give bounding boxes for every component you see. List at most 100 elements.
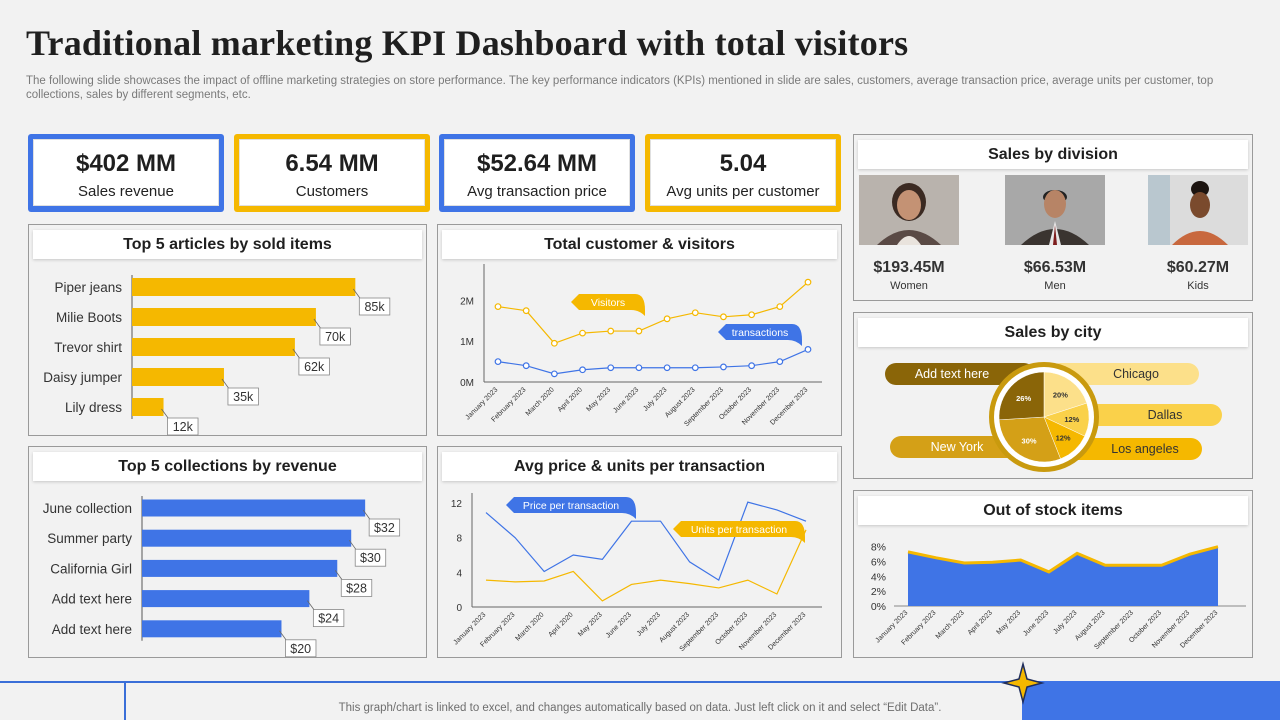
kids-photo-image <box>1148 175 1248 245</box>
data-point <box>607 364 615 372</box>
collections-chart: June collection $32 Summer party $30 Califor… <box>43 496 401 658</box>
articles-chart: Piper jeans 85k Milie Boots 70k Trevor shirt… <box>43 275 391 436</box>
city-label: Los angeles <box>1111 442 1178 456</box>
city-label: Dallas <box>1148 408 1183 422</box>
y-tick-label: 2% <box>871 586 886 598</box>
kpi-sales-revenue[interactable]: $402 MM Sales revenue <box>28 134 224 212</box>
x-tick-label: April 2020 <box>547 611 574 638</box>
category-label: Milie Boots <box>56 310 122 325</box>
area-top-line <box>907 545 1219 574</box>
data-label-box <box>340 578 373 597</box>
area-fill <box>908 546 1218 606</box>
slice-value-label: 20% <box>1053 390 1068 399</box>
kpi-card: $52.64 MM Avg transaction price <box>444 139 630 206</box>
data-point <box>691 309 699 317</box>
star-icon <box>1001 661 1045 705</box>
city-label: New York <box>931 440 985 454</box>
data-point <box>550 339 558 347</box>
kpi-avg-units[interactable]: 5.04 Avg units per customer <box>645 134 841 212</box>
series-tag-label: Units per transaction <box>691 524 787 536</box>
data-label: $20 <box>290 642 311 656</box>
data-label-box <box>354 548 387 567</box>
page-title: Traditional marketing KPI Dashboard with… <box>26 23 909 63</box>
city-chart: Chicago Dallas Los angeles New York Add text… <box>885 362 1222 472</box>
x-tick-label: July 2023 <box>1052 609 1078 635</box>
x-tick-label: March 2023 <box>935 609 966 640</box>
kpi-customers[interactable]: 6.54 MM Customers <box>234 134 430 212</box>
footer-divider <box>124 682 126 720</box>
y-tick-label: 4 <box>456 568 462 579</box>
bar <box>142 620 282 638</box>
category-label: California Girl <box>50 561 132 576</box>
series-tag: Units per transaction <box>673 521 805 543</box>
men-label: Men <box>1044 280 1066 292</box>
data-label-box <box>319 327 351 346</box>
kpi-value: $52.64 MM <box>476 150 598 177</box>
data-point <box>748 362 756 370</box>
series-line <box>485 529 807 602</box>
city-label: Chicago <box>1113 367 1159 381</box>
pie-slice <box>1043 371 1088 418</box>
city-pill <box>1064 438 1202 460</box>
x-tick-label: June 2023 <box>605 611 633 639</box>
category-label: June collection <box>43 501 132 516</box>
bar <box>142 499 366 517</box>
y-tick-label: 0M <box>460 378 474 389</box>
data-point <box>579 366 586 374</box>
city-pill <box>1049 363 1199 385</box>
y-tick-label: 4% <box>871 571 886 583</box>
data-point <box>804 345 812 353</box>
kpi-value: 5.04 <box>719 150 767 177</box>
kpi-label: Customers <box>295 183 369 200</box>
visitors-panel: Total customer & visitors 0M 1M 2M January … <box>437 224 842 436</box>
articles-panel: Top 5 articles by sold items Piper jeans… <box>28 224 427 436</box>
kids-sales-value: $60.27M <box>1166 259 1230 276</box>
series-tag-label: transactions <box>732 327 789 339</box>
collections-panel: Top 5 collections by revenue June collec… <box>28 446 427 658</box>
kpi-avg-transaction-price[interactable]: $52.64 MM Avg transaction price <box>439 134 635 212</box>
data-label-box <box>368 518 401 537</box>
data-label-box <box>167 417 199 436</box>
data-label-box <box>298 357 330 376</box>
series-tag: Visitors <box>571 294 645 316</box>
x-tick-label: May 2023 <box>585 386 612 413</box>
kpi-card: 5.04 Avg units per customer <box>650 139 836 206</box>
bar <box>132 398 164 416</box>
x-tick-label: May 2023 <box>995 609 1022 636</box>
y-tick-label: 12 <box>451 499 463 510</box>
x-tick-label: June 2023 <box>1022 609 1050 637</box>
data-label: 35k <box>233 390 254 404</box>
women-photo <box>859 175 959 245</box>
bar <box>132 368 224 386</box>
data-point <box>663 315 671 323</box>
data-point <box>522 362 530 370</box>
data-label-box <box>358 297 391 316</box>
y-tick-label: 8 <box>456 534 462 545</box>
kpi-value: $402 MM <box>75 150 177 177</box>
data-point <box>522 307 530 315</box>
data-point <box>607 327 615 335</box>
data-point <box>776 358 784 366</box>
series-tag-label: Visitors <box>591 297 625 309</box>
men-photo-image <box>1005 175 1105 245</box>
kpi-label: Sales revenue <box>78 183 174 200</box>
kpi-label: Avg units per customer <box>666 183 820 200</box>
men-photo <box>1005 175 1105 245</box>
x-tick-label: March 2020 <box>525 386 556 417</box>
kpi-card: $402 MM Sales revenue <box>33 139 219 206</box>
series-line <box>497 348 809 375</box>
bar <box>142 529 352 547</box>
x-tick-label: March 2020 <box>515 611 546 642</box>
series-tag-shape <box>673 521 805 543</box>
series-tag-shape <box>506 497 636 519</box>
visitors-panel-title: Total customer & visitors <box>442 230 837 259</box>
footer-note: This graph/chart is linked to excel, and… <box>338 702 942 714</box>
series-line <box>485 501 807 582</box>
series-tag-shape <box>718 324 802 346</box>
data-label: 85k <box>364 300 385 314</box>
data-point <box>635 364 643 372</box>
women-label: Women <box>890 280 928 292</box>
series-line <box>497 281 809 344</box>
